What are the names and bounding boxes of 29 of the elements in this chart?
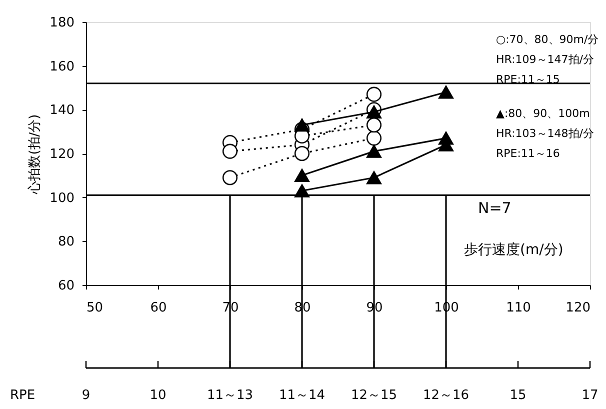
text: 11～13 bbox=[206, 388, 254, 403]
annotation: RPE:11～16 bbox=[496, 147, 560, 160]
y-tick-label: 140 bbox=[50, 103, 74, 118]
y-tick-label: 120 bbox=[50, 147, 74, 162]
x-tick-label: 120 bbox=[566, 300, 590, 316]
y-tick-label: 80 bbox=[58, 234, 74, 250]
annotation: HR:103～148拍/分 bbox=[496, 127, 594, 140]
text: 10 bbox=[150, 388, 166, 403]
text: 12～16 bbox=[422, 388, 470, 403]
x-tick-label: 60 bbox=[150, 300, 167, 316]
annotation: ▲:80、90、100m bbox=[496, 107, 590, 120]
y-tick-label: 60 bbox=[58, 278, 74, 294]
annotation: HR:109～147拍/分 bbox=[496, 53, 594, 66]
x-tick-label: 50 bbox=[86, 300, 104, 316]
text: 17 bbox=[582, 388, 598, 403]
text: 15 bbox=[510, 388, 526, 403]
y-tick-label: 180 bbox=[50, 16, 74, 30]
annotation: ○:70、80、90m/分 bbox=[496, 33, 599, 46]
text: 12～15 bbox=[350, 388, 398, 403]
annotation: N=7 bbox=[478, 199, 512, 217]
x-tick-label: 110 bbox=[506, 300, 531, 316]
y-axis-title: 心拍数(拍/分) bbox=[26, 114, 43, 195]
text: RPE bbox=[10, 388, 36, 403]
y-tick-label: 100 bbox=[50, 190, 74, 206]
x-axis-title: 歩行速度(m/分) bbox=[464, 242, 564, 258]
text: 9 bbox=[82, 388, 90, 403]
text: 11～14 bbox=[278, 388, 326, 403]
annotation: RPE:11～15 bbox=[496, 73, 560, 86]
y-tick-label: 160 bbox=[50, 59, 74, 74]
